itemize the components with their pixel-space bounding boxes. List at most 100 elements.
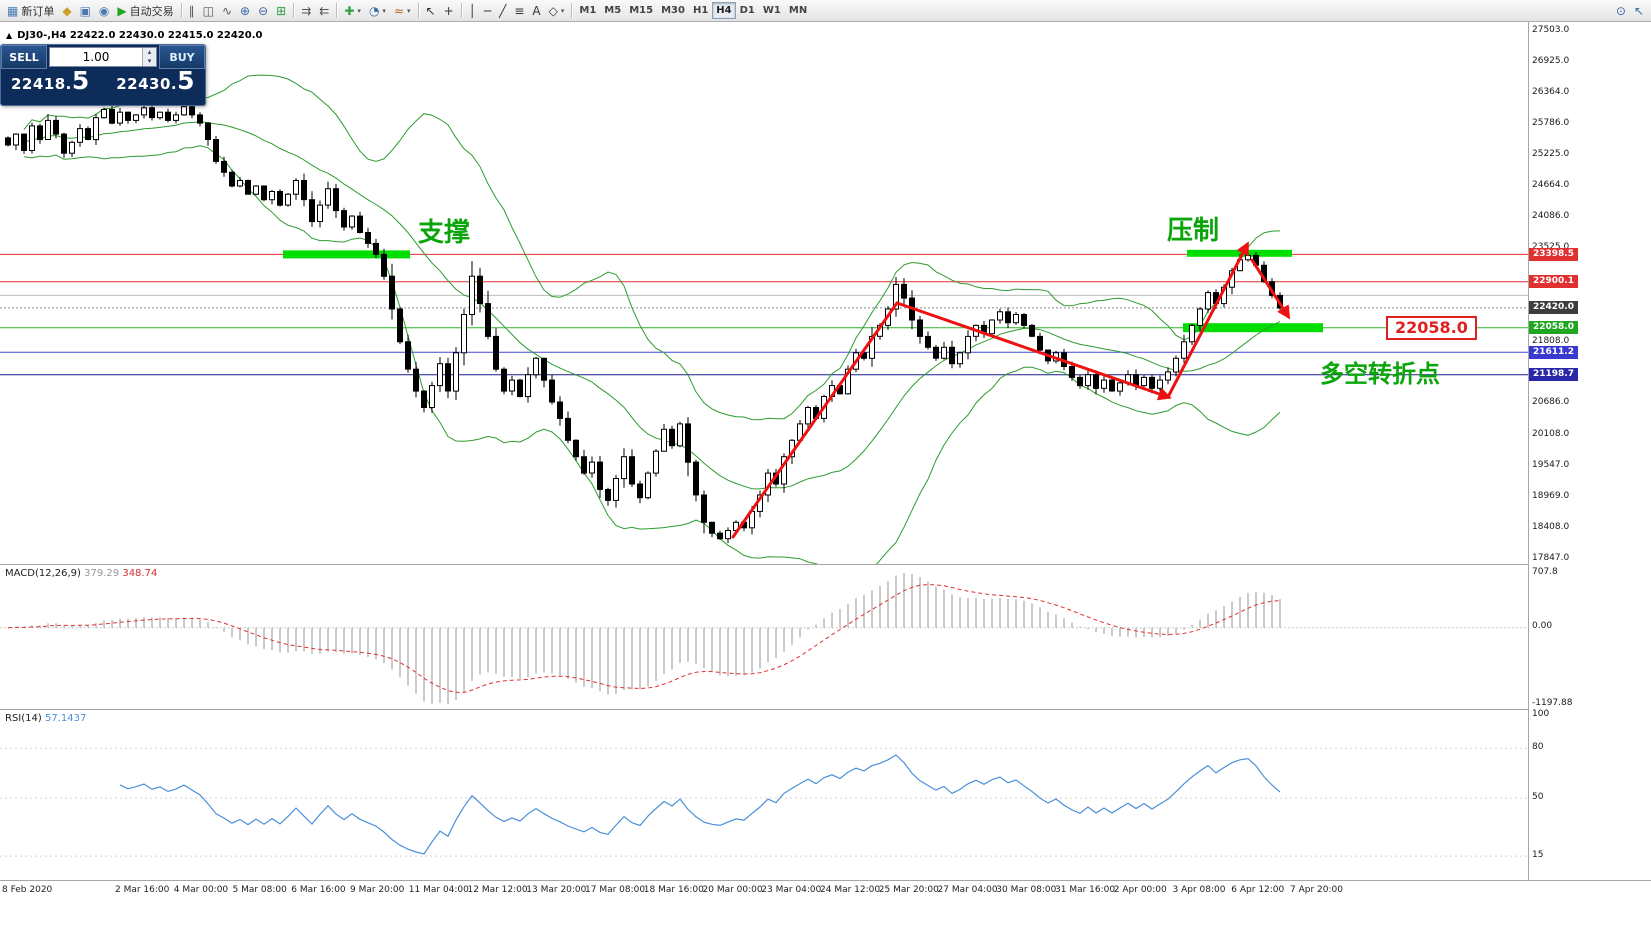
buy-button[interactable]: BUY <box>159 45 205 69</box>
price-axis-badge: 22058.0 <box>1529 321 1578 335</box>
bollinger-bands <box>23 74 1281 564</box>
search-icon[interactable]: ⊙ <box>1612 2 1630 20</box>
macd-axis-label: 707.8 <box>1532 566 1558 577</box>
zoom-in-button[interactable]: ⊕ <box>236 2 254 20</box>
new-order-button[interactable]: ▦ 新订单 <box>3 2 58 20</box>
price-chart-panel[interactable]: ▲ DJ30-,H4 22422.0 22430.0 22415.0 22420… <box>0 22 1528 564</box>
volume-input[interactable] <box>50 48 142 66</box>
caret-down-icon: ▾ <box>357 6 361 15</box>
trendline-button-glyph: ╱ <box>499 3 507 18</box>
rsi-axis-label: 100 <box>1532 708 1550 719</box>
rsi-indicator-panel[interactable]: RSI(14) 57.1437 <box>0 709 1528 880</box>
timeframe-m5-button-label: M5 <box>604 5 622 16</box>
market-watch-icon[interactable]: ▣ <box>76 2 95 20</box>
quick-pointer-icon-glyph: ↖ <box>1633 3 1644 18</box>
toolbar-group-navigate: ⇉ ⇇ <box>297 2 333 20</box>
price-axis[interactable]: 27503.0 26925.0 26364.0 25786.0 25225.0 24664… <box>1528 22 1651 880</box>
price-axis-label: 25225.0 <box>1532 149 1570 160</box>
caret-down-icon: ▾ <box>560 6 565 15</box>
macd-histogram <box>15 573 1281 704</box>
main-chart-svg[interactable] <box>0 22 1528 564</box>
timeframe-m30-button-label: M30 <box>661 5 685 16</box>
timeframe-mn-button[interactable]: MN <box>785 2 811 19</box>
text-label-button-glyph: A <box>532 3 541 18</box>
cursor-button-glyph: ↖ <box>425 3 436 18</box>
volume-increase-button[interactable]: ▴ <box>143 48 156 57</box>
rsi-axis-label: 15 <box>1532 849 1544 860</box>
price-axis-label: 25786.0 <box>1532 118 1570 129</box>
price-axis-badge: 22900.1 <box>1529 275 1578 289</box>
autotrade-button[interactable]: ▶ 自动交易 <box>113 2 177 20</box>
time-axis-label: 30 Mar 08:00 <box>996 885 1057 895</box>
toolbar-group-pointer: ↖ + <box>422 2 458 20</box>
autotrade-button-label: 自动交易 <box>129 4 174 18</box>
chart-shift-button[interactable]: ⇉ <box>297 2 315 20</box>
crosshair-button[interactable]: + <box>440 2 458 20</box>
price-axis-label: 26364.0 <box>1532 86 1570 97</box>
price-axis-label: 18408.0 <box>1532 521 1570 532</box>
timeframe-m30-button[interactable]: M30 <box>657 2 689 19</box>
toolbar-group-timeframes: M1 M5 M15 M30 H1 H4 D1 W1 MN <box>575 2 811 19</box>
trendline-button[interactable]: ╱ <box>495 2 510 20</box>
toolbar-separator <box>460 3 462 18</box>
vertical-line-button[interactable]: │ <box>465 2 480 20</box>
macd-svg <box>0 573 1528 704</box>
autotrade-button-glyph: ▶ <box>117 3 127 18</box>
volume-decrease-button[interactable]: ▾ <box>143 57 156 66</box>
bid-ask-prices: 22418.5 22430.5 <box>1 66 205 95</box>
time-axis-label: 7 Apr 20:00 <box>1290 885 1343 895</box>
time-axis-label: 6 Mar 16:00 <box>291 885 346 895</box>
macd-indicator-panel[interactable]: MACD(12,26,9) 379.29 348.74 <box>0 564 1528 709</box>
zoom-in-button-glyph: ⊕ <box>240 3 251 18</box>
profiles-button[interactable]: ◔ ▾ <box>365 2 390 20</box>
time-axis-label: 12 Mar 12:00 <box>467 885 528 895</box>
timeframe-d1-button-label: D1 <box>739 5 755 16</box>
indicators-button-glyph: ≈ <box>393 3 404 18</box>
trend-arrows <box>731 241 1291 539</box>
support-chat-icon-glyph: ◉ <box>98 3 110 18</box>
time-axis-label: 4 Mar 00:00 <box>173 885 229 895</box>
crosshair-button-glyph: + <box>443 3 454 18</box>
chart-tools-icon-glyph: ◆ <box>62 3 72 18</box>
horizontal-line-button[interactable]: ─ <box>480 2 495 20</box>
time-axis-label: 20 Mar 00:00 <box>702 885 763 895</box>
quick-pointer-icon[interactable]: ↖ <box>1630 2 1648 20</box>
toolbar-separator <box>293 3 295 18</box>
support-chat-icon[interactable]: ◉ <box>95 2 113 20</box>
tile-windows-button[interactable]: ⊞ <box>272 2 290 20</box>
sell-button[interactable]: SELL <box>1 45 47 69</box>
time-axis-label: 9 Mar 20:00 <box>350 885 405 895</box>
toolbar-group-trade: ▦ 新订单 ◆ ▣ ◉ ▶ 自动交易 <box>3 2 178 20</box>
time-axis[interactable]: 8 Feb 2020 2 Mar 16:00 4 Mar 00:00 5 Mar 08… <box>0 880 1651 945</box>
timeframe-w1-button-label: W1 <box>762 5 781 16</box>
chart-tools-icon[interactable]: ◆ <box>58 2 75 20</box>
sell-price: 22418.5 <box>11 66 90 95</box>
time-axis-label: 2 Mar 16:00 <box>115 885 170 895</box>
cursor-button[interactable]: ↖ <box>422 2 440 20</box>
price-axis-label: 23525.0 <box>1532 242 1569 253</box>
timeframe-m1-button[interactable]: M1 <box>575 2 600 19</box>
bar-chart-button[interactable]: ∥ <box>185 2 199 20</box>
zoom-out-button[interactable]: ⊖ <box>254 2 272 20</box>
timeframe-d1-button[interactable]: D1 <box>736 2 759 19</box>
timeframe-m5-button[interactable]: M5 <box>600 2 625 19</box>
indicators-button[interactable]: ≈ ▾ <box>390 2 415 20</box>
price-axis-label: 27503.0 <box>1532 24 1570 35</box>
price-axis-label: 19547.0 <box>1532 459 1570 470</box>
auto-scroll-button[interactable]: ⇇ <box>315 2 333 20</box>
timeframe-w1-button[interactable]: W1 <box>759 2 785 19</box>
timeframe-m15-button[interactable]: M15 <box>625 2 657 19</box>
one-click-collapse-icon[interactable]: ▲ <box>6 31 13 40</box>
timeframe-h4-button[interactable]: H4 <box>712 2 736 19</box>
macd-signal-line <box>7 583 1281 693</box>
equidistant-channel-button[interactable]: ≡ <box>510 2 528 20</box>
line-chart-button[interactable]: ∿ <box>218 2 236 20</box>
shapes-button[interactable]: ◇ ▾ <box>545 2 569 20</box>
text-label-button[interactable]: A <box>528 2 544 20</box>
toolbar-separator <box>571 3 573 18</box>
timeframe-h1-button[interactable]: H1 <box>689 2 712 19</box>
one-click-trading-panel: SELL ▴ ▾ BUY 22418.5 22430.5 <box>0 44 206 106</box>
price-axis-badge: 21611.2 <box>1529 345 1578 359</box>
candlestick-chart-button[interactable]: ◫ <box>199 2 218 20</box>
new-chart-button[interactable]: ✚ ▾ <box>340 2 365 20</box>
